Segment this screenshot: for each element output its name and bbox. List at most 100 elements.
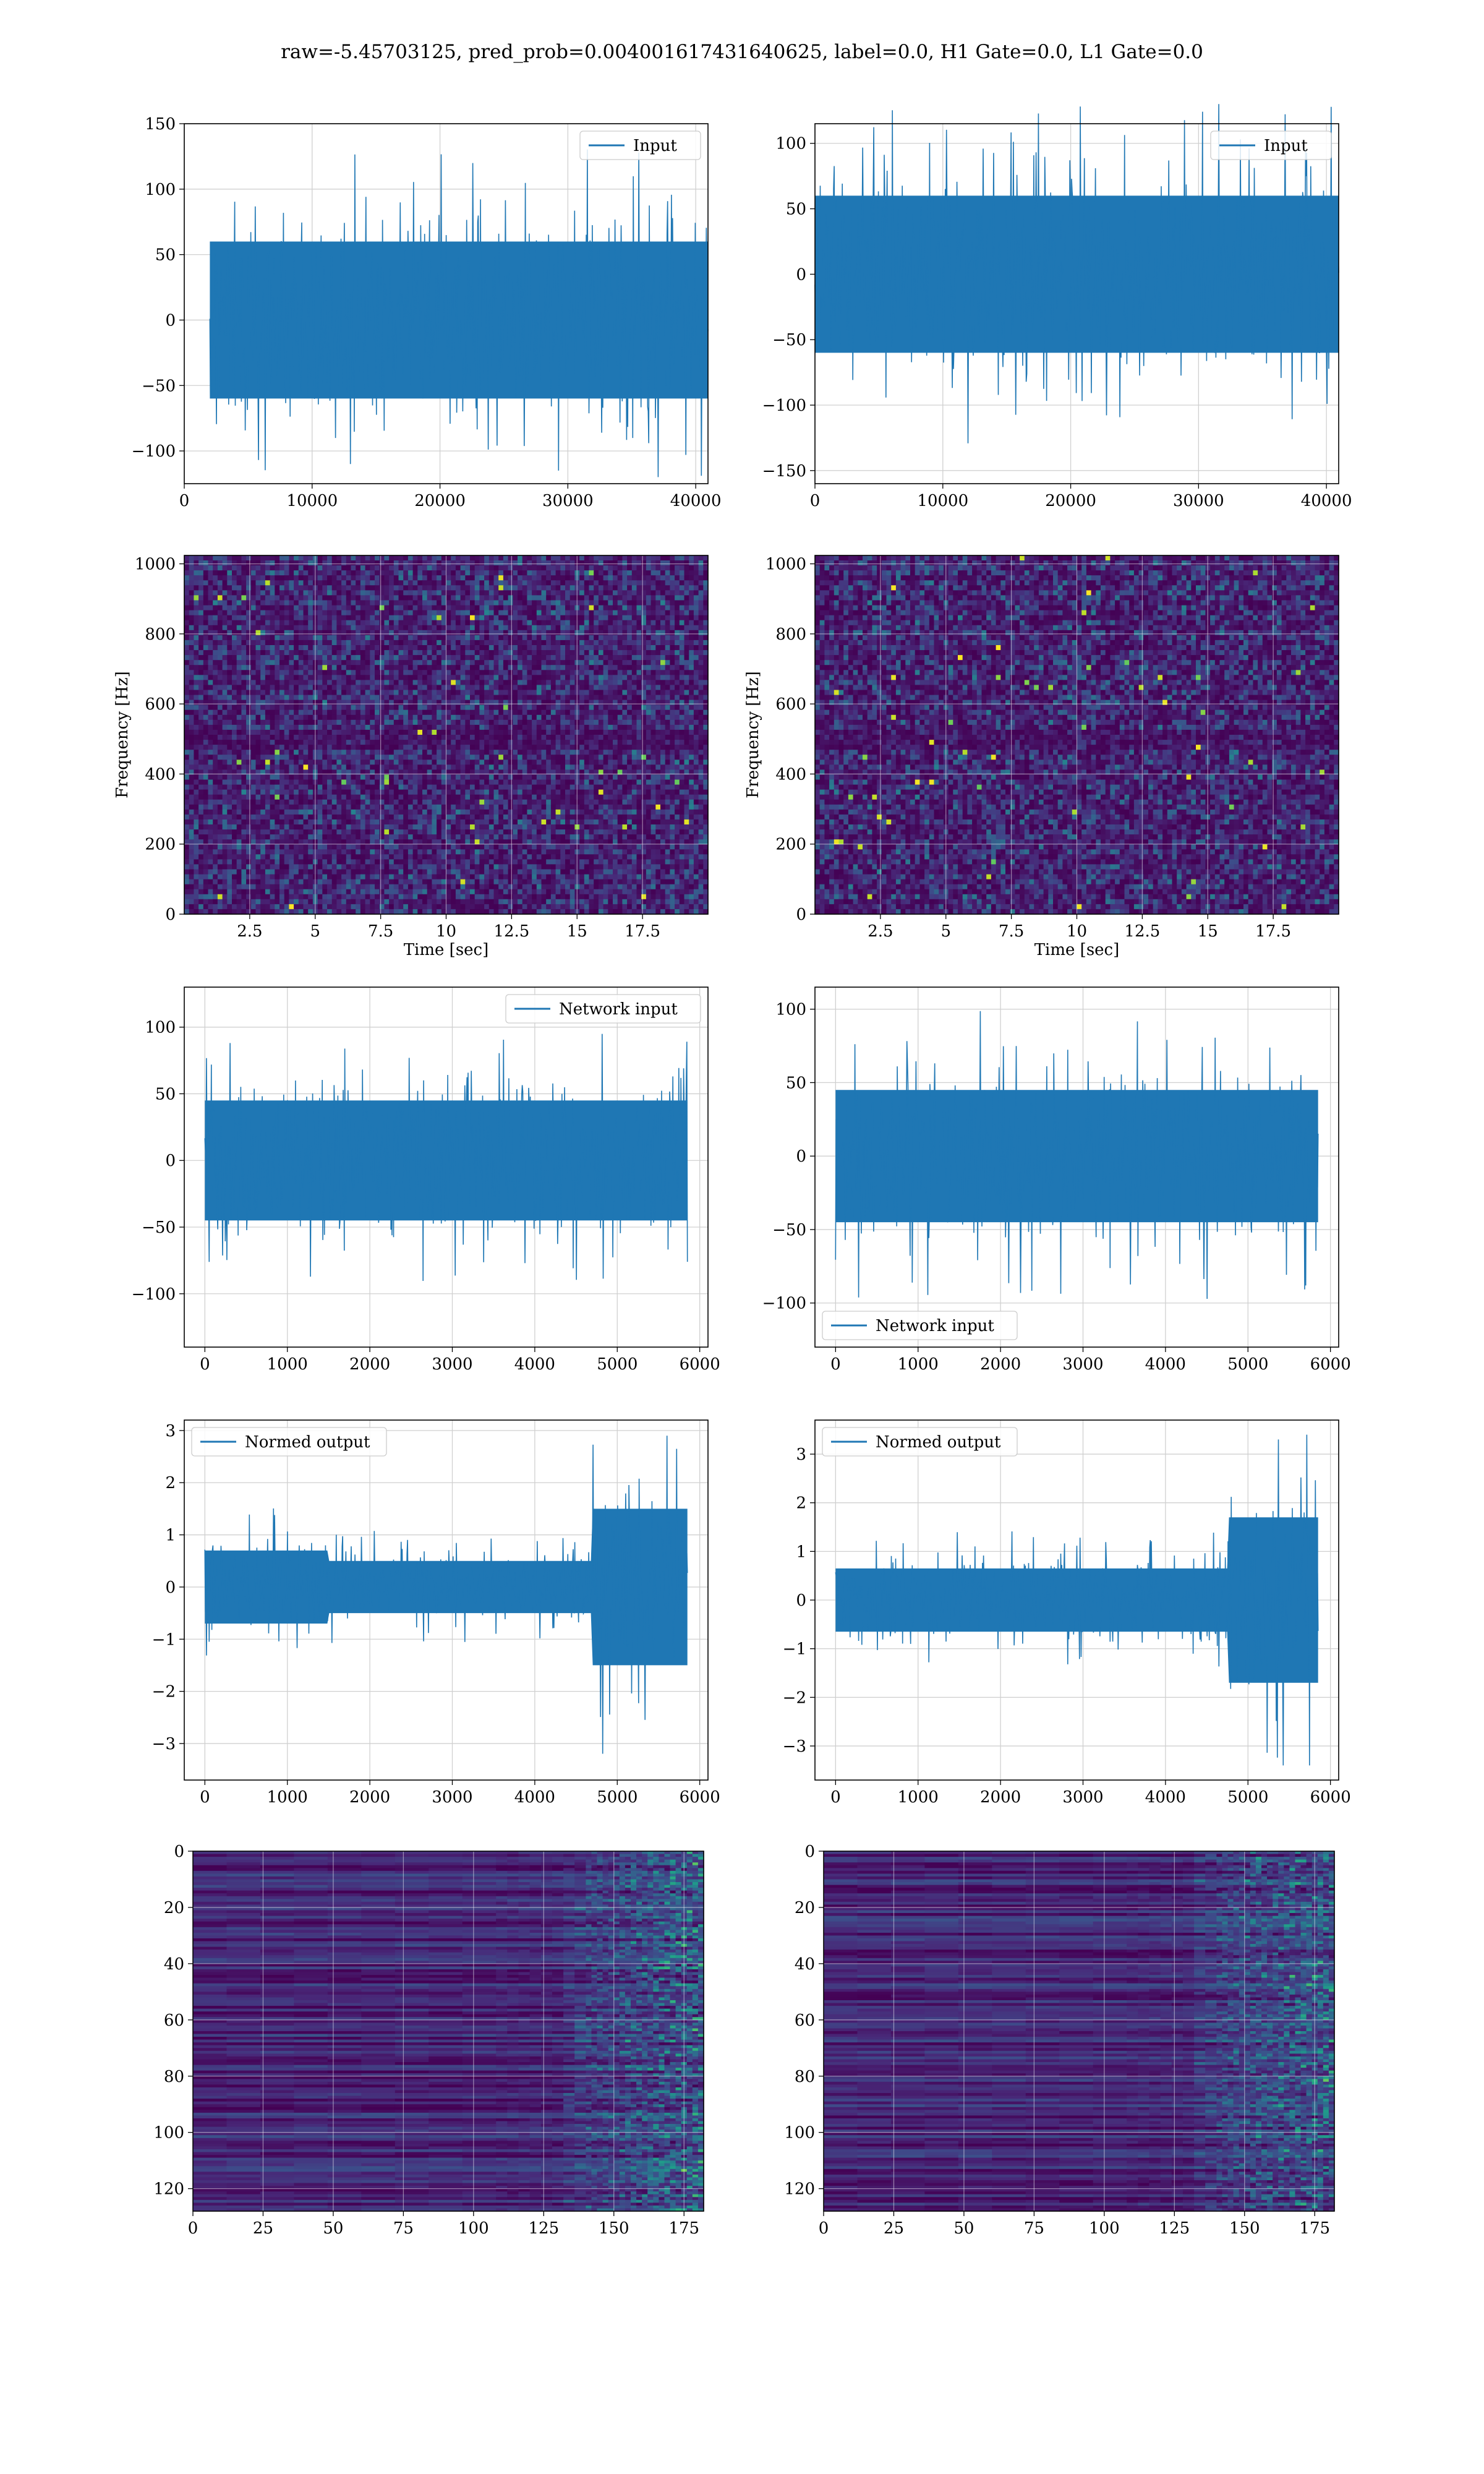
heatmap-cell <box>627 680 633 686</box>
heatmap-cell <box>265 695 271 701</box>
heatmap-cell <box>569 685 575 691</box>
heatmap-cell <box>665 585 670 591</box>
heatmap-cell <box>194 620 199 626</box>
heatmap-cell <box>532 680 537 686</box>
heatmap-cell <box>356 695 361 701</box>
heatmap-cell <box>236 695 242 701</box>
heatmap-cell <box>403 650 409 656</box>
heatmap-cell <box>513 680 518 686</box>
heatmap-cell <box>389 764 394 770</box>
subplot-r1c1: 0 10000 20000 30000 40000−100−50050100150Inp… <box>132 115 722 510</box>
heatmap-cell <box>532 625 537 631</box>
heatmap-cell <box>493 585 499 591</box>
heatmap-cell <box>227 620 232 626</box>
heatmap-cell <box>393 740 399 745</box>
heatmap-cell <box>379 595 385 601</box>
heatmap-cell <box>631 620 638 626</box>
heatmap-cell <box>446 585 451 591</box>
heatmap-cell <box>250 610 257 616</box>
heatmap-cell <box>365 760 370 765</box>
heatmap-cell <box>484 625 490 631</box>
heatmap-cell <box>189 590 194 596</box>
heatmap-cell <box>255 704 261 711</box>
heatmap-cell <box>641 680 647 686</box>
heatmap-cell <box>203 645 209 651</box>
heatmap-cell <box>455 690 461 696</box>
heatmap-cell <box>641 580 647 586</box>
heatmap-cell <box>236 660 242 666</box>
heatmap-cell <box>312 729 318 735</box>
heatmap-cell <box>398 565 404 571</box>
heatmap-cell <box>631 565 638 571</box>
heatmap-cell <box>270 690 275 696</box>
heatmap-cell <box>236 615 242 621</box>
heatmap-cell <box>589 769 594 776</box>
heatmap-cell <box>189 714 194 721</box>
heatmap-cell <box>655 704 661 711</box>
heatmap-cell <box>546 575 552 581</box>
heatmap-cell <box>613 575 618 581</box>
heatmap-cell <box>503 605 509 611</box>
heatmap-cell <box>498 740 504 745</box>
heatmap-cell <box>379 590 385 596</box>
heatmap-cell <box>351 590 356 596</box>
heatmap-cell <box>370 700 375 706</box>
heatmap-cell <box>289 595 294 601</box>
heatmap-cell <box>508 764 513 770</box>
heatmap-cell <box>693 675 699 680</box>
heatmap-cell <box>565 620 571 626</box>
heatmap-cell <box>279 769 285 776</box>
heatmap-cell <box>270 580 275 586</box>
heatmap-cell <box>613 675 618 680</box>
heatmap-cell <box>675 724 680 730</box>
heatmap-cell <box>479 745 485 750</box>
heatmap-cell <box>675 714 680 721</box>
heatmap-cell <box>198 630 204 636</box>
heatmap-cell <box>275 745 280 750</box>
heatmap-cell <box>693 590 699 596</box>
heatmap-cell <box>317 640 323 646</box>
heatmap-cell <box>613 595 618 601</box>
heatmap-cell <box>455 645 461 651</box>
heatmap-cell <box>598 764 604 770</box>
heatmap-cell <box>584 615 590 621</box>
heatmap-cell <box>189 740 194 745</box>
heatmap-cell <box>198 610 204 616</box>
heatmap-cell <box>284 675 289 680</box>
heatmap-cell <box>470 655 475 661</box>
heatmap-cell <box>536 620 542 626</box>
heatmap-cell <box>703 665 709 670</box>
heatmap-cell <box>660 650 666 656</box>
heatmap-cell <box>312 735 318 740</box>
heatmap-cell <box>693 595 699 601</box>
heatmap-cell <box>384 774 390 781</box>
heatmap-cell <box>550 724 556 730</box>
heatmap-cell <box>298 760 304 765</box>
heatmap-cell <box>631 665 638 670</box>
heatmap-cell <box>432 660 437 666</box>
heatmap-cell <box>417 555 423 561</box>
heatmap-cell <box>541 675 547 680</box>
heatmap-cell <box>308 695 313 701</box>
heatmap-cell <box>379 690 385 696</box>
heatmap-cell <box>603 700 608 706</box>
heatmap-cell <box>203 700 209 706</box>
heatmap-cell <box>532 575 537 581</box>
heatmap-cell <box>532 595 537 601</box>
heatmap-cell <box>541 655 547 661</box>
heatmap-cell <box>279 570 285 576</box>
heatmap-cell <box>403 665 409 670</box>
heatmap-cell <box>379 764 385 770</box>
heatmap-cell <box>460 740 466 745</box>
heatmap-cell <box>365 555 370 561</box>
heatmap-cell <box>574 685 580 691</box>
heatmap-cell <box>422 704 428 711</box>
heatmap-cell <box>241 750 247 755</box>
heatmap-cell <box>603 704 608 711</box>
heatmap-cell <box>194 740 199 745</box>
heatmap-cell <box>646 650 652 656</box>
heatmap-cell <box>650 719 656 726</box>
heatmap-cell <box>679 595 685 601</box>
heatmap-cell <box>465 640 471 646</box>
heatmap-cell <box>455 615 461 621</box>
